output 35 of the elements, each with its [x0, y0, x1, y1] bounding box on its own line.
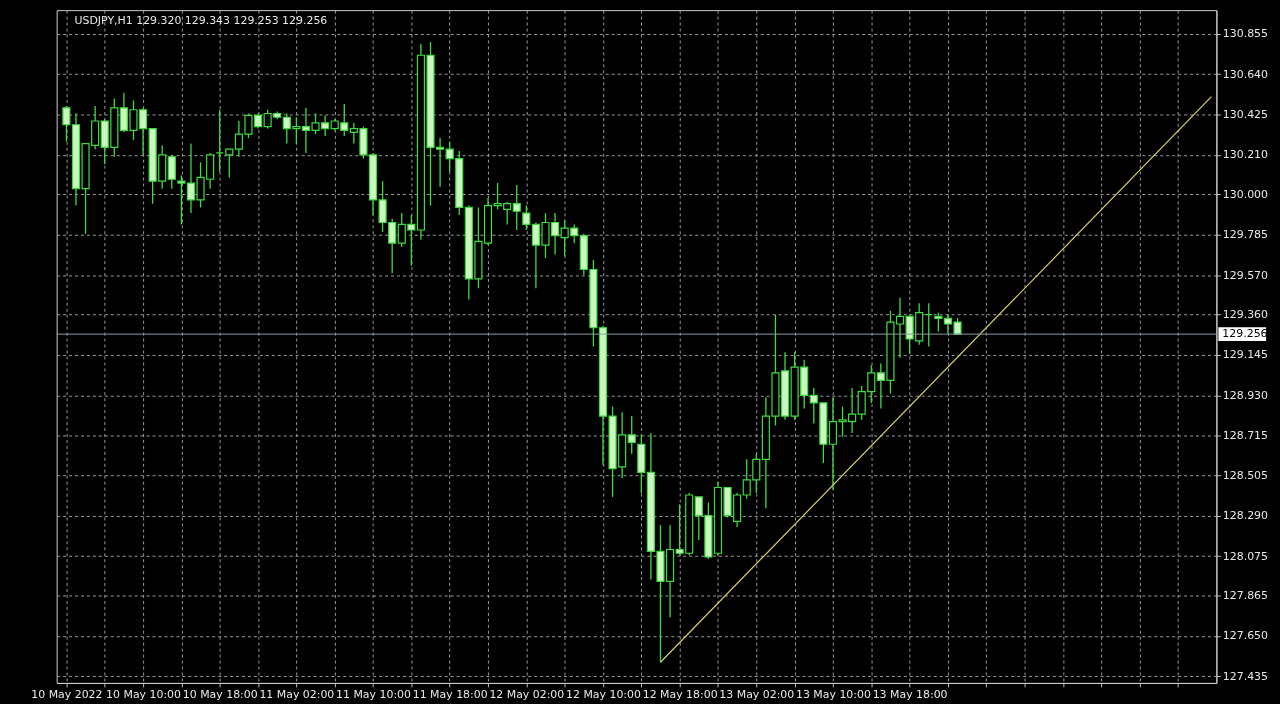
- y-tick-label: 129.360: [1222, 308, 1269, 322]
- y-tick-label: 129.785: [1222, 228, 1269, 242]
- x-tick-label: 13 May 02:00: [719, 688, 795, 702]
- x-tick-label: 12 May 02:00: [489, 688, 565, 702]
- x-tick-label: 10 May 18:00: [182, 688, 258, 702]
- x-tick-label: 11 May 02:00: [259, 688, 335, 702]
- candlestick: [167, 154, 176, 190]
- y-tick-label: 128.930: [1222, 388, 1269, 402]
- x-tick-label: 10 May 10:00: [106, 688, 182, 702]
- candlestick: [522, 204, 531, 231]
- y-tick-label: 128.075: [1222, 549, 1269, 563]
- x-tick-label: 12 May 10:00: [566, 688, 641, 702]
- candlestick: [627, 415, 636, 455]
- y-tick-label: 130.000: [1222, 187, 1269, 201]
- y-tick-label: 130.855: [1222, 27, 1269, 41]
- y-tick-label: 128.505: [1222, 468, 1269, 482]
- x-tick-label: 12 May 18:00: [642, 688, 718, 702]
- y-tick-label: 127.650: [1222, 629, 1269, 643]
- y-tick-label: 128.715: [1222, 429, 1269, 443]
- candlestick: [512, 184, 521, 231]
- chart-title: USDJPY,H1 129.320 129.343 129.253 129.256: [74, 14, 328, 28]
- y-tick-label: 129.145: [1222, 348, 1269, 362]
- y-tick-label: 127.435: [1222, 669, 1269, 683]
- y-tick-label: 130.640: [1222, 67, 1269, 81]
- y-tick-label: 129.570: [1222, 268, 1269, 282]
- x-tick-label: 10 May 2022: [31, 688, 103, 702]
- x-tick-label: 13 May 18:00: [872, 688, 948, 702]
- candlestick: [934, 312, 943, 333]
- y-tick-label: 127.865: [1222, 589, 1269, 603]
- y-tick-label: 130.210: [1222, 148, 1269, 162]
- x-tick-label: 11 May 10:00: [336, 688, 412, 702]
- x-tick-label: 13 May 10:00: [795, 688, 871, 702]
- y-tick-label: 128.290: [1222, 509, 1269, 523]
- x-tick-label: 11 May 18:00: [412, 688, 488, 702]
- y-tick-label: 130.425: [1222, 107, 1269, 121]
